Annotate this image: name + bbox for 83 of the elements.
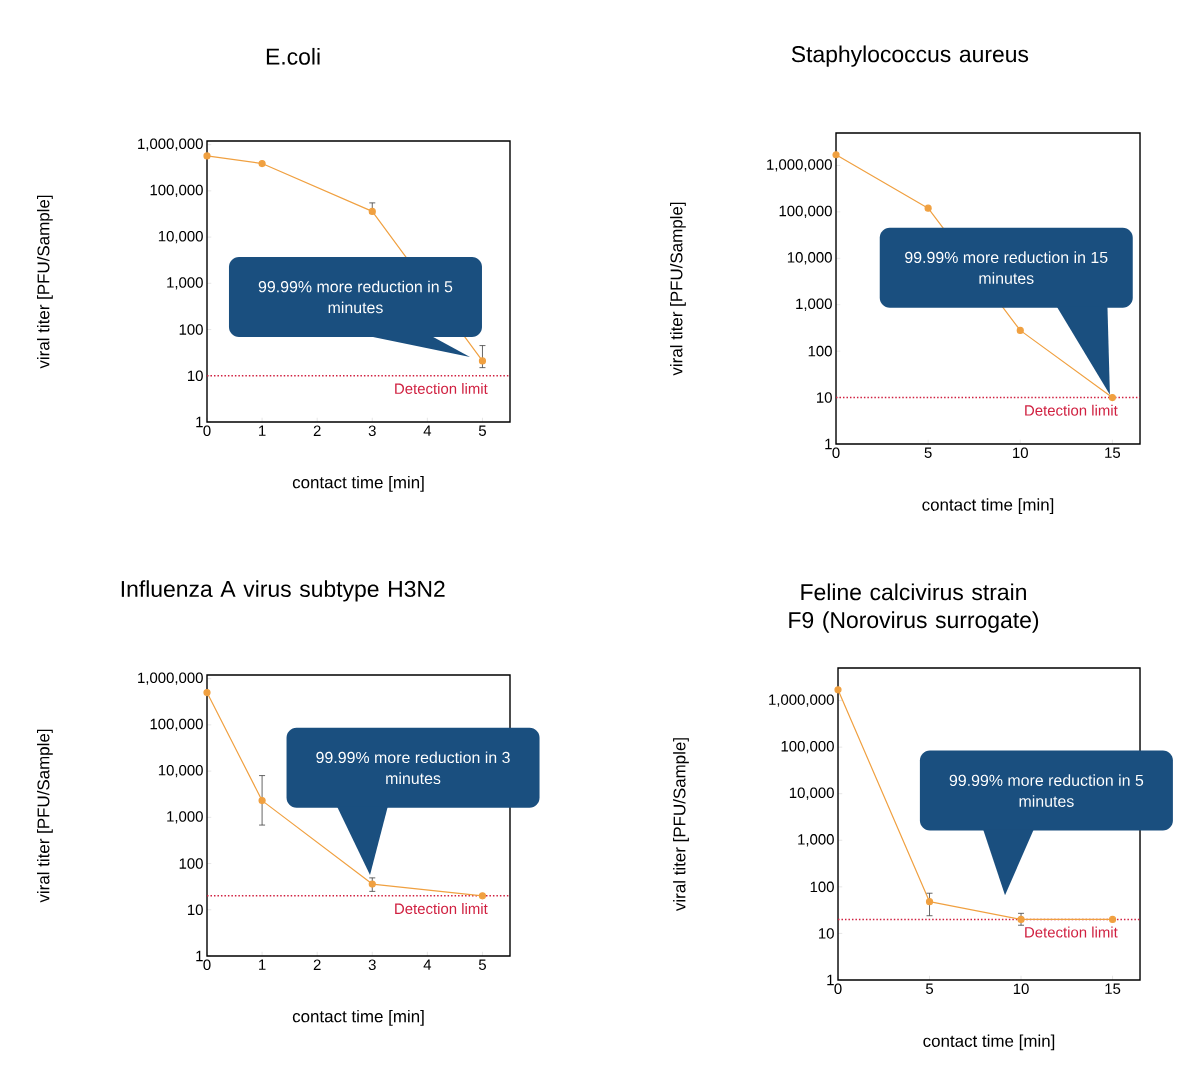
x-tick-label: 5 — [478, 425, 486, 436]
point — [203, 688, 211, 697]
point — [1108, 915, 1117, 924]
y-tick-label: 1,000,000 — [769, 694, 834, 707]
y-tick-label: 10,000 — [789, 787, 834, 800]
x-tick-label: 0 — [834, 983, 842, 995]
y-tick-label: 10 — [188, 904, 203, 916]
x-tick-label: 4 — [423, 425, 432, 436]
x-tick-label: 5 — [925, 983, 934, 994]
y-tick-label: 1 — [196, 950, 203, 962]
x-tick-label: 0 — [832, 447, 840, 459]
point — [832, 151, 840, 159]
x-tick-label: 1 — [259, 425, 266, 436]
point — [925, 898, 934, 906]
x-tick-label: 5 — [478, 959, 486, 970]
y-tick-label: 10,000 — [158, 764, 203, 778]
point — [368, 880, 376, 888]
y-tick-label: 1,000 — [796, 298, 832, 311]
y-axis-title: viral titer [PFU/Sample] — [673, 738, 689, 911]
x-tick-label: 2 — [313, 959, 321, 970]
y-tick-label: 100 — [808, 345, 832, 357]
x-tick-label: 10 — [1013, 447, 1028, 459]
chart-title: E.coli — [266, 47, 320, 65]
annotation: 99.99% more reduction in 5 minutes — [258, 280, 453, 314]
point — [478, 892, 487, 900]
y-axis-title: viral titer [PFU/Sample] — [37, 195, 53, 369]
point — [478, 357, 487, 365]
y-tick-label: 10 — [188, 370, 203, 382]
y-axis-title: viral titer [PFU/Sample] — [670, 202, 686, 376]
y-tick-label: 100 — [810, 881, 834, 893]
chart-title: Influenza A virus subtype H3N2 — [121, 580, 445, 602]
x-tick-label: 3 — [368, 959, 376, 971]
annotation: 99.99% more reduction in 3 minutes — [316, 751, 510, 785]
y-tick-label: 1,000,000 — [138, 138, 203, 151]
x-axis-title: contact time [min] — [923, 1034, 1055, 1051]
x-tick-label: 15 — [1105, 983, 1121, 994]
y-tick-label: 10 — [819, 928, 834, 939]
y-tick-label: 1,000,000 — [767, 159, 832, 172]
point — [1016, 326, 1024, 334]
y-axis-title: viral titer [PFU/Sample] — [37, 729, 53, 903]
x-tick-label: 1 — [259, 959, 266, 970]
y-tick-label: 1 — [196, 416, 203, 428]
x-axis-title: contact time [min] — [922, 498, 1054, 515]
point — [834, 686, 842, 694]
x-tick-label: 2 — [313, 425, 321, 436]
point — [258, 797, 266, 805]
x-tick-label: 10 — [1013, 983, 1029, 995]
y-tick-label: 10,000 — [787, 252, 832, 265]
ref-line-label: Detection limit — [395, 903, 488, 915]
ref-line-label: Detection limit — [395, 382, 488, 394]
y-tick-label: 100 — [179, 324, 203, 335]
point — [258, 159, 266, 168]
y-tick-label: 1,000,000 — [138, 672, 203, 685]
annotation: 99.99% more reduction in 5 minutes — [949, 774, 1144, 807]
x-axis-title: contact time [min] — [292, 475, 424, 492]
point — [924, 204, 932, 212]
annotation: 99.99% more reduction in 15 minutes — [905, 251, 1108, 284]
x-tick-label: 5 — [924, 447, 932, 458]
chart-title: Feline calcivirus strain F9 (Norovirus surrogate) — [789, 583, 1039, 633]
y-tick-label: 1 — [825, 438, 832, 450]
y-tick-label: 100,000 — [150, 718, 203, 732]
y-tick-label: 100,000 — [779, 205, 832, 219]
x-tick-label: 4 — [423, 959, 432, 970]
ref-line-label: Detection limit — [1025, 926, 1118, 938]
chart-title: Staphylococcus aureus — [791, 45, 1029, 67]
y-tick-label: 100,000 — [781, 740, 834, 754]
y-tick-label: 10,000 — [158, 230, 203, 244]
y-tick-label: 1,000 — [167, 811, 203, 824]
x-tick-label: 0 — [203, 959, 211, 971]
ref-line-label: Detection limit — [1025, 404, 1118, 416]
point — [203, 152, 211, 160]
y-tick-label: 10 — [817, 392, 832, 403]
point — [1108, 393, 1116, 402]
y-tick-label: 100 — [179, 858, 203, 869]
x-axis-title: contact time [min] — [292, 1009, 424, 1026]
y-tick-label: 1 — [827, 974, 834, 986]
y-tick-label: 100,000 — [150, 184, 203, 198]
y-tick-label: 1,000 — [798, 834, 834, 847]
x-tick-label: 0 — [203, 425, 211, 437]
x-tick-label: 3 — [368, 425, 376, 437]
y-tick-label: 1,000 — [167, 277, 203, 290]
point — [368, 207, 376, 215]
x-tick-label: 15 — [1105, 447, 1121, 458]
